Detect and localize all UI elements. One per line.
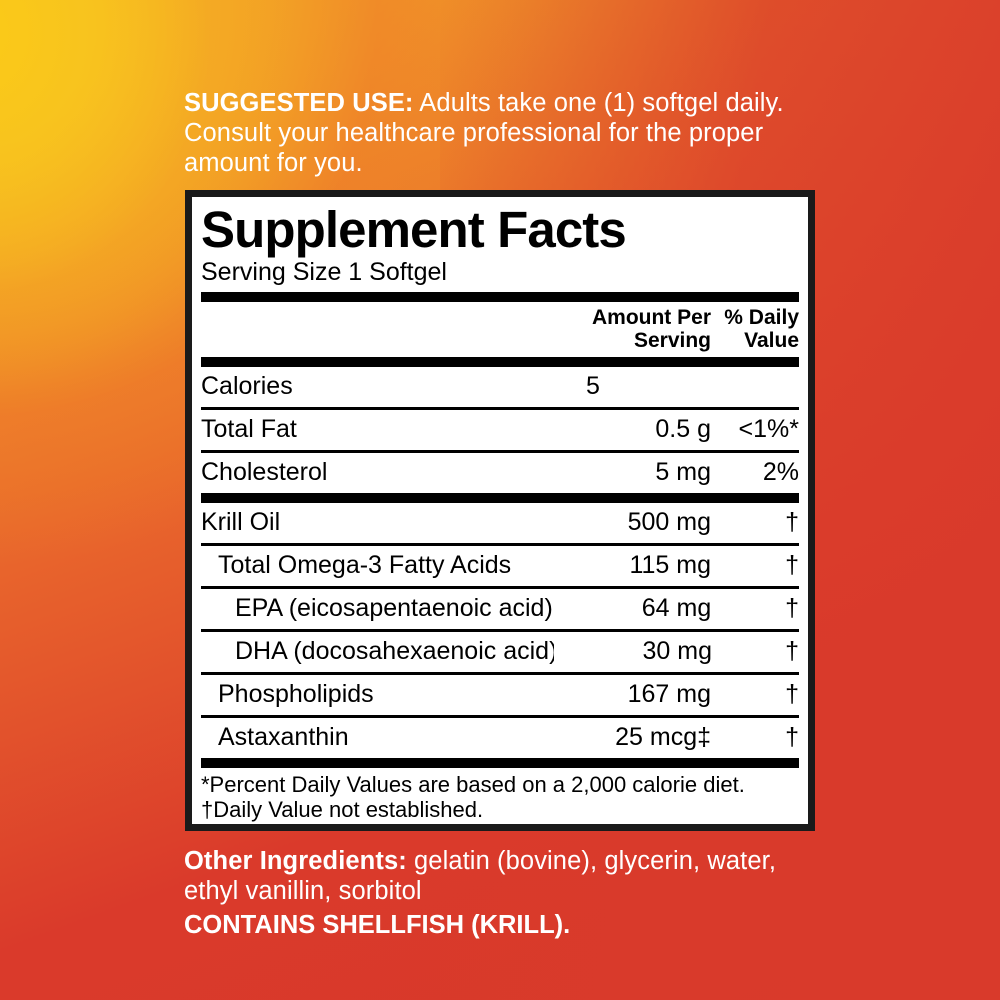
nutrient-dv: 2% bbox=[762, 458, 799, 486]
supplement-facts-title: Supplement Facts bbox=[201, 201, 627, 258]
table-row: DHA (docosahexaenoic acid) 30 mg † bbox=[201, 632, 799, 672]
footnotes-block: *Percent Daily Values are based on a 2,0… bbox=[201, 768, 799, 822]
column-header-dv-line1: % Daily bbox=[724, 306, 799, 329]
column-header-amount-per-serving: Amount Per Serving bbox=[551, 306, 711, 352]
table-row: Calories 5 bbox=[201, 367, 799, 407]
row-divider bbox=[201, 672, 799, 675]
nutrient-amount: 30 mg bbox=[642, 637, 712, 665]
nutrient-dv: † bbox=[785, 723, 799, 751]
suggested-use-label: SUGGESTED USE: bbox=[184, 89, 414, 117]
nutrient-dv: † bbox=[785, 680, 799, 708]
table-row: Total Fat 0.5 g <1%* bbox=[201, 410, 799, 450]
rule-above-footnotes bbox=[201, 758, 799, 768]
nutrient-amount: 500 mg bbox=[627, 508, 711, 536]
table-row: Cholesterol 5 mg 2% bbox=[201, 453, 799, 493]
footnote-daily-value-not-established: †Daily Value not established. bbox=[201, 797, 484, 822]
suggested-use-text: Adults take one (1) softgel daily. Consu… bbox=[184, 89, 784, 177]
rule-above-krill-section bbox=[201, 493, 799, 503]
nutrient-name: Cholesterol bbox=[201, 458, 328, 486]
nutrient-name: Calories bbox=[201, 372, 293, 400]
other-ingredients-block: Other Ingredients: gelatin (bovine), gly… bbox=[184, 846, 824, 906]
row-divider bbox=[201, 450, 799, 453]
row-divider bbox=[201, 629, 799, 632]
row-divider bbox=[201, 586, 799, 589]
supplement-facts-panel: Supplement Facts Serving Size 1 Softgel … bbox=[185, 190, 815, 831]
suggested-use-block: SUGGESTED USE: Adults take one (1) softg… bbox=[184, 88, 804, 178]
row-divider bbox=[201, 715, 799, 718]
row-divider bbox=[201, 407, 799, 410]
allergen-statement: CONTAINS SHELLFISH (KRILL). bbox=[184, 911, 571, 939]
rule-above-column-header bbox=[201, 292, 799, 302]
nutrient-name: Krill Oil bbox=[201, 508, 281, 536]
nutrient-dv: † bbox=[785, 637, 799, 665]
nutrient-name: Phospholipids bbox=[218, 680, 374, 708]
nutrient-amount: 0.5 g bbox=[655, 415, 711, 443]
rule-below-column-header bbox=[201, 357, 799, 367]
table-row: Total Omega-3 Fatty Acids 115 mg † bbox=[201, 546, 799, 586]
column-header-dv-line2: Value bbox=[744, 329, 799, 352]
table-row: Astaxanthin 25 mcg‡ † bbox=[201, 718, 799, 758]
table-row: Phospholipids 167 mg † bbox=[201, 675, 799, 715]
nutrient-dv: † bbox=[785, 594, 799, 622]
nutrient-name: EPA (eicosapentaenoic acid) bbox=[235, 594, 552, 622]
nutrient-dv: <1%* bbox=[738, 415, 799, 443]
nutrient-name: Total Fat bbox=[201, 415, 297, 443]
nutrient-dv: † bbox=[785, 551, 799, 579]
serving-size: Serving Size 1 Softgel bbox=[201, 258, 447, 286]
column-header-row: Amount Per Serving % Daily Value bbox=[201, 302, 799, 357]
nutrient-amount: 25 mcg‡ bbox=[615, 723, 711, 751]
other-ingredients-text: gelatin (bovine), glycerin, water, ethyl… bbox=[184, 847, 777, 905]
table-row: EPA (eicosapentaenoic acid) 64 mg † bbox=[201, 589, 799, 629]
column-header-daily-value: % Daily Value bbox=[711, 306, 799, 352]
nutrient-name: DHA (docosahexaenoic acid) bbox=[235, 637, 554, 665]
nutrient-amount: 5 bbox=[586, 372, 600, 400]
column-header-amount-line2: Serving bbox=[633, 329, 711, 352]
row-divider bbox=[201, 543, 799, 546]
nutrient-amount: 167 mg bbox=[627, 680, 711, 708]
nutrient-amount: 64 mg bbox=[641, 594, 712, 622]
column-header-amount-line1: Amount Per bbox=[591, 306, 711, 329]
nutrient-dv: † bbox=[785, 508, 799, 536]
table-row: Krill Oil 500 mg † bbox=[201, 503, 799, 543]
footnote-percent-daily-value: *Percent Daily Values are based on a 2,0… bbox=[201, 772, 745, 797]
nutrient-name: Astaxanthin bbox=[218, 723, 349, 751]
nutrient-amount: 5 mg bbox=[655, 458, 711, 486]
nutrient-amount: 115 mg bbox=[629, 551, 711, 579]
other-ingredients-label: Other Ingredients: bbox=[184, 847, 407, 875]
nutrient-name: Total Omega-3 Fatty Acids bbox=[218, 551, 512, 579]
